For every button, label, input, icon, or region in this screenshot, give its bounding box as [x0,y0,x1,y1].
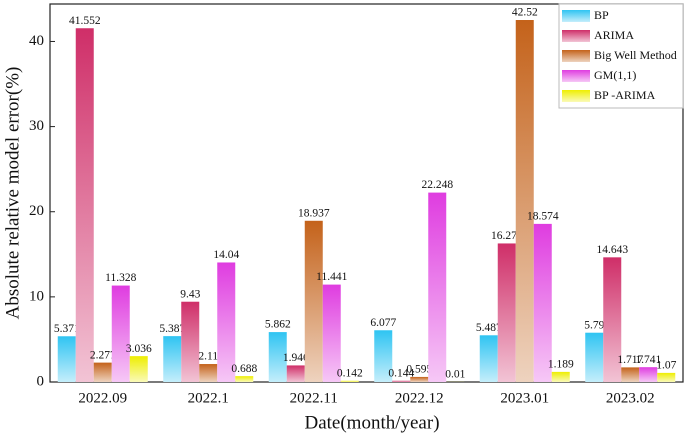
bar [551,371,570,382]
bar [217,262,236,382]
data-label: 0.01 [445,369,465,381]
bar [621,367,640,382]
bar [639,367,658,382]
bar [111,285,130,382]
bar [199,364,218,382]
y-tick-label: 30 [29,118,44,134]
data-label: 14.643 [596,244,628,256]
bar [286,365,305,382]
y-tick-label: 20 [29,203,44,219]
legend-swatch [562,90,590,102]
bar [585,332,604,382]
data-label: 16.274 [491,230,523,242]
bar [533,223,552,382]
bar [374,330,393,382]
x-tick-label: 2023.01 [500,390,549,406]
bar [603,257,622,382]
bar [93,362,112,382]
data-label: 42.52 [512,7,538,19]
x-tick-label: 2022.1 [188,390,229,406]
data-label: 22.248 [421,179,453,191]
bar [235,376,254,382]
legend-swatch [562,50,590,62]
y-tick-label: 0 [37,373,45,389]
data-label: 5.371 [54,323,80,335]
x-tick-label: 2023.02 [606,390,655,406]
data-label: 18.937 [298,207,330,219]
data-label: 11.328 [105,272,136,284]
data-label: 2.11 [198,351,218,363]
bar [268,332,287,382]
legend-label: ARIMA [594,28,634,42]
bar [163,336,182,382]
data-label: 5.79 [584,319,604,331]
data-label: 1.717 [617,354,643,366]
legend-label: BP -ARIMA [594,88,656,102]
bar [497,243,516,382]
data-label: 6.077 [370,317,396,329]
bar [57,336,76,382]
bar [515,20,534,383]
data-label: 2.277 [90,349,116,361]
bar [322,284,341,382]
x-tick-label: 2022.11 [290,390,338,406]
data-label: 9.43 [180,288,200,300]
data-label: 5.487 [476,322,502,334]
legend-label: GM(1,1) [594,68,636,82]
data-label: 5.387 [159,323,185,335]
legend-swatch [562,30,590,42]
data-label: 41.552 [69,15,101,27]
bar [657,372,676,382]
bar [428,192,447,382]
data-label: 5.862 [265,319,291,331]
legend-swatch [562,70,590,82]
data-label: 11.441 [316,271,347,283]
data-label: 1.07 [656,360,676,372]
data-label: 0.144 [388,367,414,379]
y-tick-label: 10 [29,288,44,304]
data-label: 0.142 [337,367,363,379]
bar [479,335,498,382]
x-axis-title: Date(month/year) [304,412,439,433]
data-label: 1.741 [635,354,661,366]
bar [75,28,94,382]
bar [129,356,148,382]
y-axis-title: Absolute relative model error(%) [2,67,23,320]
bar [392,380,411,382]
x-tick-label: 2022.12 [395,390,444,406]
legend-swatch [562,10,590,22]
data-label: 1.946 [283,352,309,364]
data-label: 1.189 [548,359,574,371]
bar [410,376,429,382]
data-label: 0.595 [406,364,432,376]
data-label: 0.688 [231,363,257,375]
legend-label: BP [594,8,609,22]
data-label: 18.574 [527,211,559,223]
bar [181,301,200,382]
data-label: 14.04 [213,249,239,261]
data-label: 3.036 [126,343,152,355]
bar [340,380,359,382]
legend-label: Big Well Method [594,48,677,62]
plot-frame [49,3,684,383]
bar [304,220,323,382]
y-tick-label: 40 [29,33,44,49]
x-tick-label: 2022.09 [78,390,127,406]
